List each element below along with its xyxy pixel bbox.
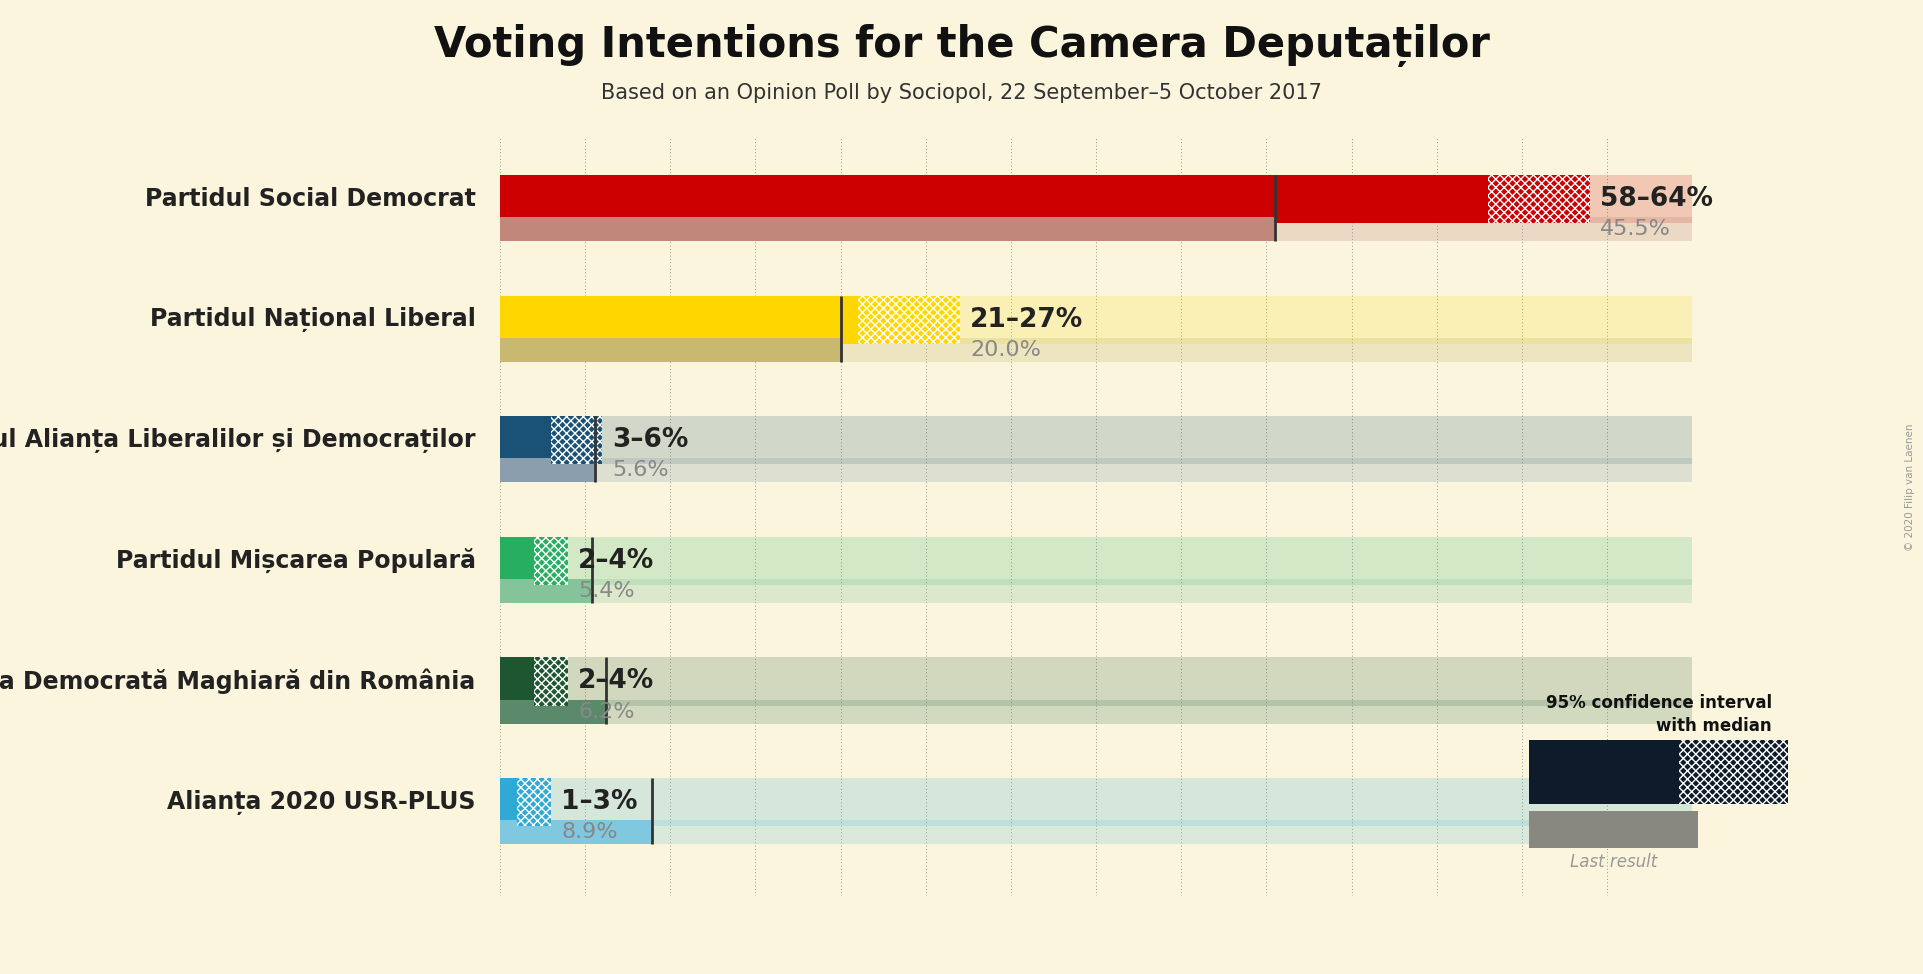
Bar (500, 338, 840, 362)
Bar (500, 459, 596, 482)
Bar (652, 820, 1692, 844)
Text: 5.4%: 5.4% (579, 581, 635, 601)
Bar (592, 579, 1692, 603)
Bar (602, 416, 1692, 465)
Bar (960, 295, 1692, 344)
Bar (858, 295, 960, 344)
Text: Partidul Social Democrat: Partidul Social Democrat (144, 187, 475, 211)
Bar (517, 778, 552, 826)
Text: 6.2%: 6.2% (579, 701, 635, 722)
Text: 8.9%: 8.9% (562, 822, 617, 843)
Bar (552, 778, 1692, 826)
Text: Partidul Alianța Liberalilor și Democraților: Partidul Alianța Liberalilor și Democraț… (0, 428, 475, 453)
Text: Partidul Mișcarea Populară: Partidul Mișcarea Populară (115, 548, 475, 574)
Bar (567, 657, 1692, 705)
Text: 1–3%: 1–3% (562, 789, 638, 815)
Bar (500, 295, 858, 344)
Text: Alianța 2020 USR-PLUS: Alianța 2020 USR-PLUS (167, 790, 475, 814)
Text: 95% confidence interval
with median: 95% confidence interval with median (1546, 693, 1771, 735)
Text: Partidul Național Liberal: Partidul Național Liberal (150, 307, 475, 332)
Text: 20.0%: 20.0% (969, 340, 1040, 359)
Text: Voting Intentions for the Camera Deputaților: Voting Intentions for the Camera Deputaț… (433, 24, 1490, 67)
Text: Uniunea Democrată Maghiară din România: Uniunea Democrată Maghiară din România (0, 669, 475, 694)
Text: 2–4%: 2–4% (579, 547, 654, 574)
Bar (500, 175, 1488, 223)
Bar (500, 699, 606, 724)
Bar (535, 537, 567, 585)
Bar (500, 657, 535, 705)
Bar (500, 537, 535, 585)
Text: 21–27%: 21–27% (969, 307, 1083, 333)
Text: Last result: Last result (1569, 853, 1658, 871)
Text: 45.5%: 45.5% (1600, 219, 1671, 240)
Bar (567, 537, 1692, 585)
Bar (596, 459, 1692, 482)
Text: Based on an Opinion Poll by Sociopol, 22 September–5 October 2017: Based on an Opinion Poll by Sociopol, 22… (602, 83, 1321, 103)
Bar (500, 416, 552, 465)
Bar (1488, 175, 1590, 223)
Bar (500, 820, 652, 844)
Bar (1275, 217, 1692, 242)
Bar (500, 217, 1275, 242)
Text: 2–4%: 2–4% (579, 668, 654, 694)
Bar (606, 699, 1692, 724)
Text: 3–6%: 3–6% (612, 428, 688, 453)
Text: 58–64%: 58–64% (1600, 186, 1713, 212)
Bar (500, 579, 592, 603)
Bar (840, 338, 1692, 362)
Bar (1590, 175, 1692, 223)
Bar (500, 778, 517, 826)
Text: 5.6%: 5.6% (612, 461, 669, 480)
Text: © 2020 Filip van Laenen: © 2020 Filip van Laenen (1904, 424, 1915, 550)
Bar (552, 416, 602, 465)
Bar (535, 657, 567, 705)
